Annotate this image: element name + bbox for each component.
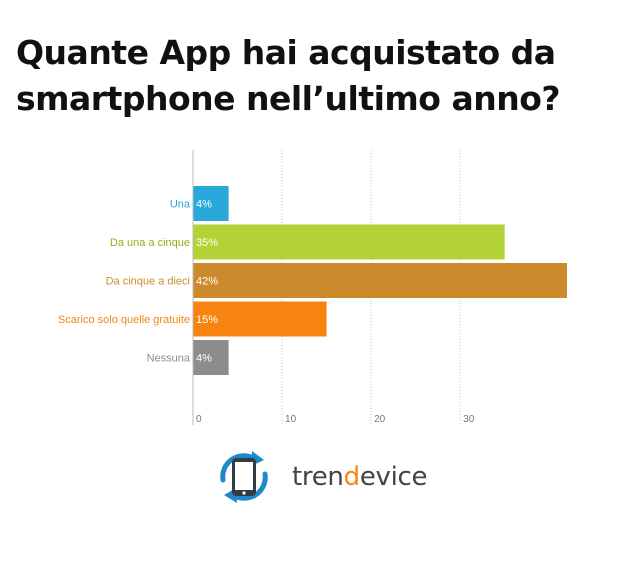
value-label: 42% bbox=[196, 276, 218, 288]
brand-name: trendevice bbox=[292, 462, 428, 492]
bar bbox=[193, 186, 229, 221]
brand-name-part: evice bbox=[359, 462, 428, 492]
bar bbox=[193, 340, 229, 375]
brand-name-part: tren bbox=[292, 462, 344, 492]
category-label: Una bbox=[170, 199, 191, 211]
category-label: Da cinque a dieci bbox=[106, 276, 190, 288]
bar-chart: 0 10 20 30 Una 4% Da una a cinque 35% Da cinque … bbox=[58, 150, 567, 425]
chart-title: Quante App hai acquistato da smartphone … bbox=[16, 33, 561, 118]
trendevice-logo: trendevice bbox=[214, 448, 428, 506]
x-tick-label: 0 bbox=[196, 414, 202, 425]
bar bbox=[193, 224, 505, 260]
category-label: Scarico solo quelle gratuite bbox=[58, 314, 190, 326]
brand-name-accent: d bbox=[343, 462, 361, 492]
bar bbox=[193, 263, 567, 298]
bar bbox=[193, 301, 327, 337]
value-label: 4% bbox=[196, 199, 212, 211]
value-label: 35% bbox=[196, 237, 218, 249]
value-label: 4% bbox=[196, 353, 212, 365]
category-label: Da una a cinque bbox=[110, 237, 190, 249]
value-label: 15% bbox=[196, 314, 218, 326]
x-tick-label: 30 bbox=[463, 414, 475, 425]
category-label: Nessuna bbox=[147, 353, 191, 365]
x-tick-label: 20 bbox=[374, 414, 386, 425]
phone-rotate-icon bbox=[220, 451, 268, 503]
x-tick-label: 10 bbox=[285, 414, 297, 425]
